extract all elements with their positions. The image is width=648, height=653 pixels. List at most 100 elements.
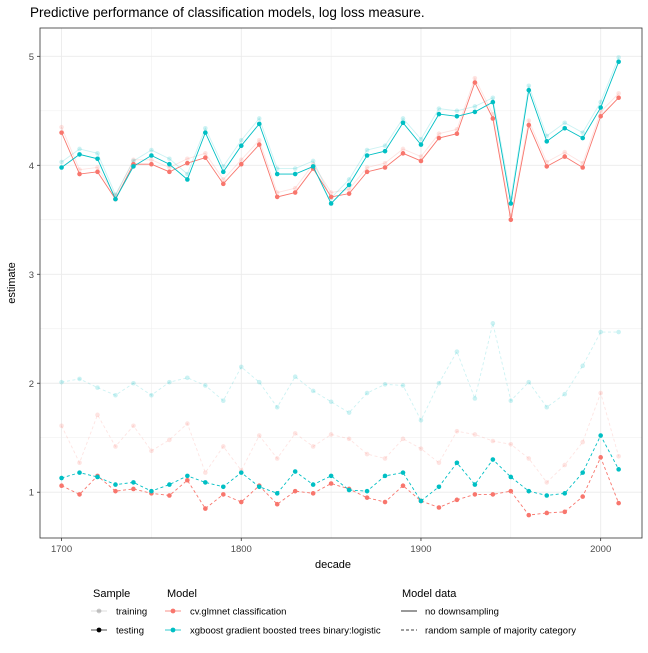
data-point [544,164,550,169]
legend-label-xgboost: xgboost gradient boosted trees binary:lo… [190,626,381,637]
data-point [544,480,550,485]
data-point [382,148,388,154]
data-point [95,151,100,156]
data-point [598,113,603,119]
y-tick-label: 1 [29,488,34,499]
legend-key-testing [91,627,107,633]
data-point [454,497,460,503]
legend-label-testing: testing [116,626,144,637]
data-point [167,493,172,498]
data-point [526,512,532,518]
data-point [526,488,532,494]
data-point [454,349,460,354]
data-point [400,116,406,121]
data-point [149,161,154,167]
data-point [364,169,370,175]
data-point [454,131,460,137]
data-point [418,154,424,159]
data-point [167,482,172,487]
legend-label-glmnet: cv.glmnet classification [190,607,286,618]
data-point [185,156,190,162]
data-point [113,482,118,487]
data-point [203,130,208,135]
series-line [61,81,619,220]
data-point [454,113,460,119]
data-point [274,501,280,507]
data-point [310,491,316,496]
data-point [526,456,532,461]
data-point [562,120,568,126]
data-point [544,510,550,516]
data-point [436,111,442,117]
data-point [598,433,603,438]
data-point [310,158,316,164]
data-point [238,157,244,163]
data-point [167,437,172,443]
axis-ticks: 1700 1800 1900 2000 1 2 3 4 5 [29,52,612,555]
data-point [328,201,334,206]
data-point [346,410,352,415]
data-point [77,460,82,466]
data-point [436,131,442,137]
data-point [616,55,621,60]
data-point [436,460,442,466]
data-point [167,156,172,162]
data-point [59,130,64,135]
y-tick-label: 4 [29,161,34,172]
data-point [346,487,352,493]
data-point [238,143,244,148]
data-point [580,439,585,445]
legend-model: Model cv.glmnet classification xgboost g… [165,588,381,637]
series-line [61,61,620,205]
y-tick-label: 5 [29,52,34,63]
data-point [95,156,100,162]
data-point [292,488,298,494]
data-point [310,444,316,449]
series-xgboost-training-downsampled [59,321,621,423]
data-point [131,480,136,485]
data-point [526,118,532,123]
data-point [221,492,226,497]
data-point [292,374,298,380]
data-point [616,500,621,506]
legend-key-training [91,608,107,614]
x-axis-title: decade [315,559,351,571]
data-point [400,470,406,475]
data-point [274,491,280,496]
data-point [59,423,64,429]
data-point [562,154,568,159]
data-point [382,382,388,387]
legend-sample: Sample training testing [91,588,147,637]
data-point [562,491,568,496]
data-point [472,492,478,497]
data-point [328,432,334,437]
data-point [185,177,190,182]
data-point [490,95,496,101]
data-point [598,390,603,396]
data-point [580,130,585,135]
y-tick-label: 2 [29,379,34,390]
data-point [544,404,550,410]
data-point [382,473,388,479]
series-glmnet-testing-full [59,80,621,223]
data-point [598,99,603,105]
data-point [400,383,406,388]
data-point [400,120,406,126]
data-point [185,473,190,479]
data-point [400,151,406,156]
data-point [310,482,316,487]
data-point [580,363,585,369]
data-point [580,470,585,475]
data-point [562,149,568,155]
data-point [418,446,424,451]
data-point [454,460,460,466]
x-tick-label: 1700 [51,544,72,555]
data-point [616,91,621,96]
data-point [508,441,514,447]
data-point [203,470,208,475]
data-point [59,475,64,481]
data-point [382,143,388,148]
plot-panel-border [39,27,643,539]
data-point [328,473,334,479]
